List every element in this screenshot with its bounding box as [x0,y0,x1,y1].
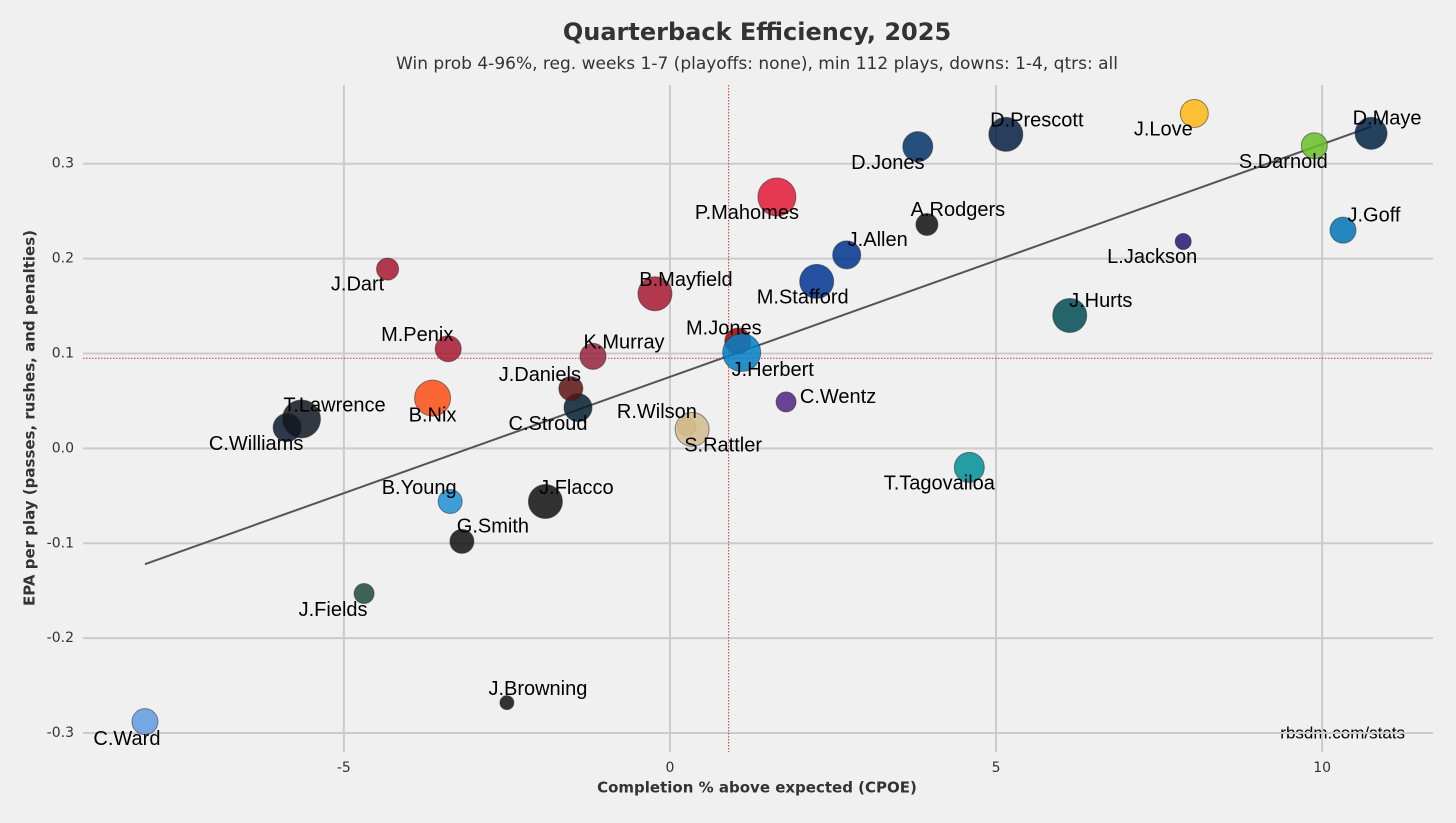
qb-label: J.Flacco [539,477,613,499]
qb-point [799,263,835,299]
qb-label: J.Fields [299,599,368,621]
y-tick-label: 0.3 [52,156,74,172]
qb-point [953,451,985,483]
qb-point [281,399,321,439]
qb-point [915,212,939,236]
qb-point [558,376,584,402]
qb-label: C.Ward [93,728,160,750]
qb-label: J.Goff [1348,204,1401,226]
qb-point [1179,98,1209,128]
qb-label: B.Young [382,477,457,499]
qb-label: P.Mahomes [695,202,799,224]
qb-label: G.Smith [457,516,529,538]
qb-point [1354,116,1388,150]
qb-label: A.Rodgers [911,199,1006,221]
qb-label: M.Stafford [757,287,849,309]
y-tick-label: -0.1 [47,535,74,551]
qb-point [757,177,797,217]
x-axis-label: Completion % above expected (CPOE) [597,779,917,797]
qb-label: B.Nix [409,404,457,426]
qb-label: T.Tagovailoa [884,473,996,495]
qb-label: T.Lawrence [283,394,385,416]
qb-point [131,708,159,736]
qb-point [579,342,607,370]
y-tick-label: 0.2 [52,251,74,267]
qb-point [1329,216,1357,244]
qb-label: M.Penix [381,324,453,346]
qb-point [637,276,673,312]
qb-point [988,116,1024,152]
qb-label: B.Mayfield [639,269,732,291]
qb-label: J.Dart [331,273,385,295]
qb-label: K.Murray [583,332,664,354]
qb-point [376,257,400,281]
y-axis-label: EPA per play (passes, rushes, and penalt… [21,230,39,606]
qb-point [527,484,563,520]
qb-point [437,489,463,515]
qb-point [1174,233,1192,251]
qb-label: D.Prescott [990,110,1084,132]
qb-label: M.Jones [686,317,762,339]
qb-label: J.Love [1134,119,1193,141]
qb-point [832,240,862,270]
qb-label: C.Williams [209,433,303,455]
qb-label: D.Jones [851,152,924,174]
y-tick-label: 0.1 [52,346,74,362]
qb-label: J.Daniels [499,364,581,386]
qb-label: J.Herbert [732,359,815,381]
qb-label: C.Wentz [800,386,876,408]
qb-label: J.Browning [488,678,587,700]
qb-point [902,131,934,163]
qb-point [1052,298,1088,334]
qb-label: J.Hurts [1069,290,1132,312]
qb-label: L.Jackson [1107,246,1197,268]
qb-label: S.Darnold [1239,151,1328,173]
qb-point [434,335,462,363]
x-tick-label: 10 [1313,760,1331,776]
y-tick-label: -0.3 [47,725,74,741]
qb-point [674,411,710,447]
y-tick-label: -0.2 [47,630,74,646]
qb-label: C.Stroud [509,413,588,435]
qb-point [353,583,375,605]
qb-label: S.Rattler [684,435,762,457]
chart-title: Quarterback Efficiency, 2025 [563,18,951,46]
qb-label: R.Wilson [617,401,697,423]
y-tick-label: 0.0 [52,440,74,456]
qb-point [499,695,515,711]
qb-point [449,528,475,554]
x-tick-label: 0 [665,760,674,776]
x-tick-label: -5 [337,760,351,776]
qb-point [1300,132,1328,160]
qb-point [722,333,762,373]
qb-label: D.Maye [1353,108,1422,130]
qb-point [414,379,452,417]
x-tick-label: 5 [992,760,1001,776]
qb-label: J.Allen [848,229,908,251]
qb-point [775,391,797,413]
chart-subtitle: Win prob 4-96%, reg. weeks 1-7 (playoffs… [396,54,1118,74]
